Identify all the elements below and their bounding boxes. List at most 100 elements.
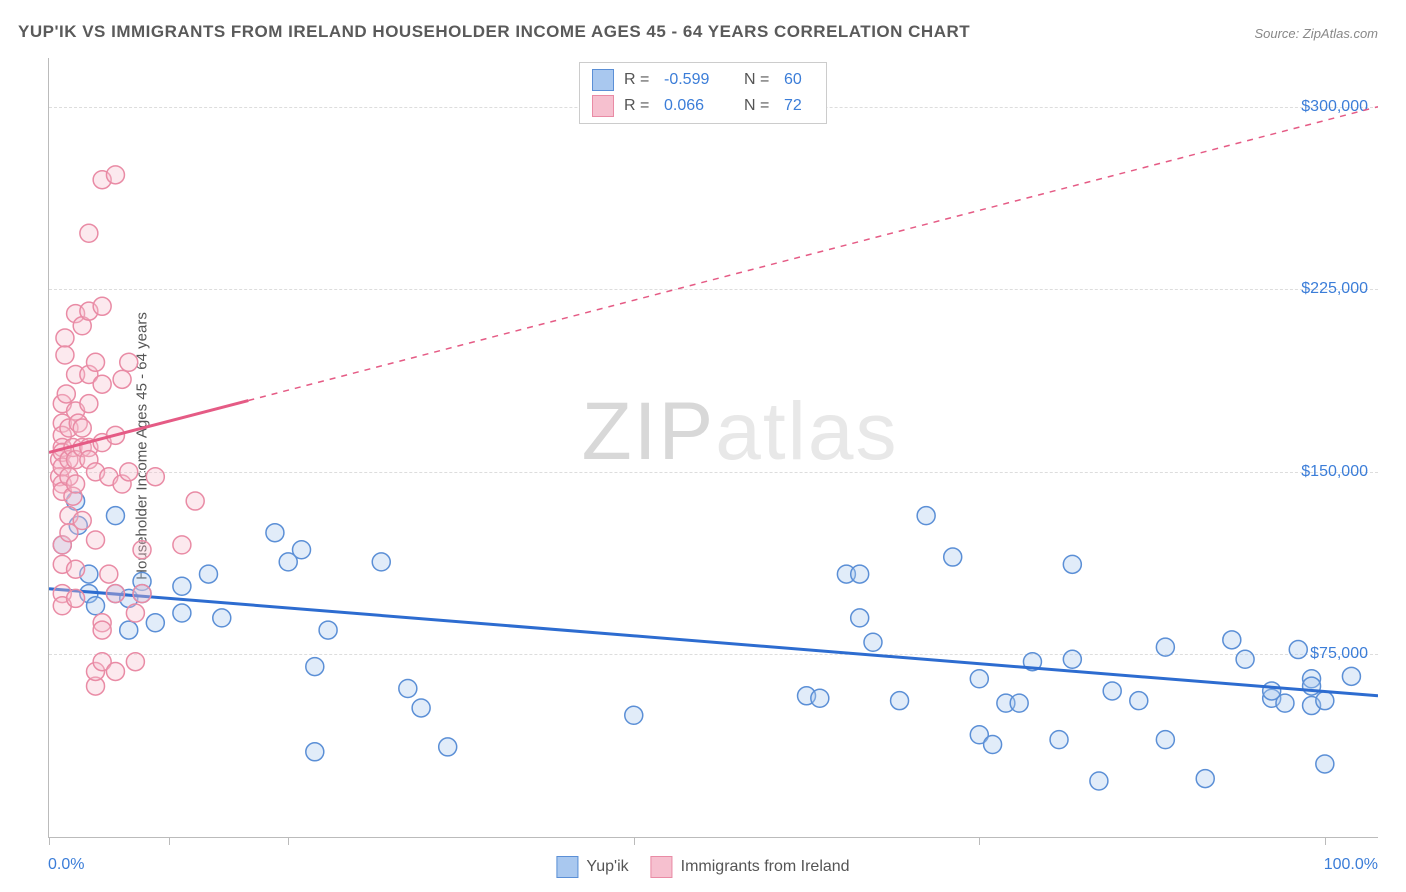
legend-series-label: Yup'ik [586,858,628,876]
trend-line-dashed [248,107,1378,401]
scatter-point [199,565,217,583]
scatter-point [293,541,311,559]
legend-n-value: 60 [784,71,814,89]
scatter-point [1289,641,1307,659]
scatter-point [1342,667,1360,685]
scatter-point [186,492,204,510]
scatter-point [306,658,324,676]
scatter-point [120,621,138,639]
scatter-point [1103,682,1121,700]
scatter-point [120,463,138,481]
x-tick [1325,837,1326,845]
scatter-point [306,743,324,761]
scatter-point [1196,770,1214,788]
legend-row: R = 0.066 N = 72 [592,93,814,119]
scatter-point [917,507,935,525]
chart-plot-area: ZIPatlas $75,000$150,000$225,000$300,000 [48,58,1378,838]
scatter-point [173,604,191,622]
scatter-point [1050,731,1068,749]
scatter-point [126,604,144,622]
scatter-point [319,621,337,639]
scatter-point [1223,631,1241,649]
legend-swatch [556,856,578,878]
scatter-point [56,329,74,347]
scatter-point [106,166,124,184]
scatter-point [266,524,284,542]
legend-r-value: -0.599 [664,71,734,89]
scatter-point [1156,638,1174,656]
scatter-point [87,531,105,549]
legend-series-item: Immigrants from Ireland [651,856,850,878]
scatter-point [1316,692,1334,710]
scatter-point [1090,772,1108,790]
x-axis-max-label: 100.0% [1324,856,1378,874]
legend-n-value: 72 [784,97,814,115]
legend-n-label: N = [744,97,774,115]
scatter-point [173,577,191,595]
scatter-point [120,353,138,371]
scatter-point [67,589,85,607]
scatter-point [213,609,231,627]
scatter-point [106,585,124,603]
scatter-point [73,419,91,437]
scatter-point [146,614,164,632]
scatter-point [372,553,390,571]
scatter-point [73,512,91,530]
scatter-point [399,680,417,698]
scatter-point [126,653,144,671]
scatter-point [87,597,105,615]
x-axis-min-label: 0.0% [48,856,84,874]
scatter-point [146,468,164,486]
scatter-point [944,548,962,566]
scatter-point [57,385,75,403]
legend-swatch [592,95,614,117]
x-tick [979,837,980,845]
scatter-point [864,633,882,651]
scatter-point [1316,755,1334,773]
scatter-point [106,662,124,680]
scatter-point [133,541,151,559]
scatter-point [100,565,118,583]
scatter-point [67,560,85,578]
legend-row: R = -0.599 N = 60 [592,67,814,93]
scatter-point [1130,692,1148,710]
scatter-point [80,224,98,242]
scatter-point [133,585,151,603]
scatter-point [87,353,105,371]
scatter-svg [49,58,1378,837]
scatter-point [811,689,829,707]
scatter-point [1156,731,1174,749]
scatter-point [970,670,988,688]
scatter-point [113,370,131,388]
trend-line-solid [49,589,1378,696]
scatter-point [56,346,74,364]
x-tick [634,837,635,845]
scatter-point [412,699,430,717]
scatter-point [106,507,124,525]
legend-n-label: N = [744,71,774,89]
scatter-point [891,692,909,710]
x-tick [49,837,50,845]
scatter-point [851,565,869,583]
scatter-point [67,475,85,493]
legend-r-value: 0.066 [664,97,734,115]
legend-swatch [651,856,673,878]
scatter-point [93,297,111,315]
legend-r-label: R = [624,71,654,89]
scatter-point [984,735,1002,753]
scatter-point [93,621,111,639]
scatter-point [851,609,869,627]
scatter-point [1063,555,1081,573]
chart-title: YUP'IK VS IMMIGRANTS FROM IRELAND HOUSEH… [18,22,970,42]
scatter-point [1276,694,1294,712]
x-tick [169,837,170,845]
scatter-point [1063,650,1081,668]
scatter-point [1010,694,1028,712]
scatter-point [80,395,98,413]
x-tick [288,837,289,845]
source-label: Source: ZipAtlas.com [1254,26,1378,41]
scatter-point [1236,650,1254,668]
scatter-point [439,738,457,756]
legend-r-label: R = [624,97,654,115]
scatter-point [173,536,191,554]
